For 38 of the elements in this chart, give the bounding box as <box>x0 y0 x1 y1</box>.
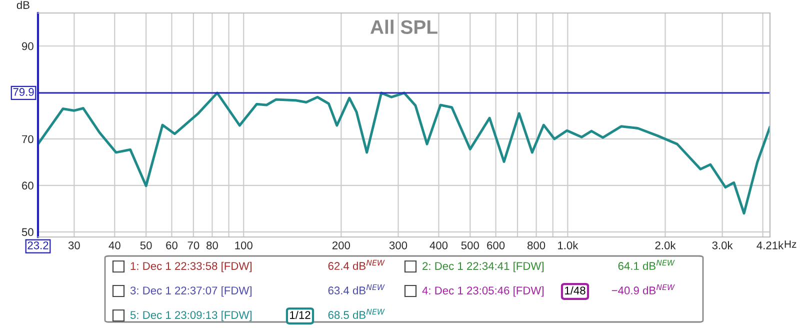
x-tick-label: 1.0k <box>558 241 578 250</box>
text: 5: Dec 1 23:09:13 [FDW] <box>130 310 252 322</box>
x-tick-label: 400 <box>430 241 448 250</box>
x-tick-label: 60 <box>166 241 178 250</box>
x-tick-label: 100 <box>235 241 252 250</box>
text: −40.9 dB$^{NEW}$ <box>612 284 675 294</box>
y-tick-label: 50 <box>22 228 34 236</box>
x-tick-label: 30 <box>68 241 80 250</box>
text: 2: Dec 1 22:34:41 [FDW] <box>422 262 544 272</box>
x-tick-label: 23.2 <box>28 241 48 250</box>
y-axis-title: dB <box>16 0 30 9</box>
text: 68.5 dB$^{NEW}$ <box>328 308 385 319</box>
text: 1/12 <box>290 310 310 319</box>
x-tick-label: 40 <box>108 241 120 250</box>
x-tick-label: 800 <box>528 241 546 250</box>
chart-title: All SPL <box>370 20 438 34</box>
x-axis-title: Hz <box>784 240 796 248</box>
x-tick-label: 4.21k <box>756 241 784 250</box>
x-tick-label: 600 <box>487 241 505 250</box>
text: 3: Dec 1 22:37:07 [FDW] <box>130 286 252 297</box>
text: 62.4 dB$^{NEW}$ <box>328 260 385 270</box>
y-tick-label: 90 <box>22 42 34 50</box>
x-tick-label: 500 <box>461 241 479 250</box>
text: 64.1 dB$^{NEW}$ <box>618 260 675 270</box>
x-tick-label: 80 <box>206 241 218 250</box>
ref-line-label: 79.9 <box>13 88 34 96</box>
y-tick-label: 60 <box>22 182 34 190</box>
text: 1/48 <box>565 286 586 294</box>
x-tick-label: 300 <box>389 241 408 250</box>
x-tick-label: 2.0k <box>655 241 676 250</box>
x-tick-label: 70 <box>188 241 200 250</box>
x-tick-label: 50 <box>140 241 152 250</box>
text: 1: Dec 1 22:33:58 [FDW] <box>130 262 252 272</box>
x-tick-label: 200 <box>332 241 350 250</box>
x-tick-label: 3.0k <box>712 241 733 250</box>
text: 63.4 dB$^{NEW}$ <box>328 284 385 294</box>
y-tick-label: 70 <box>22 135 34 144</box>
text: 4: Dec 1 23:05:46 [FDW] <box>422 286 544 297</box>
